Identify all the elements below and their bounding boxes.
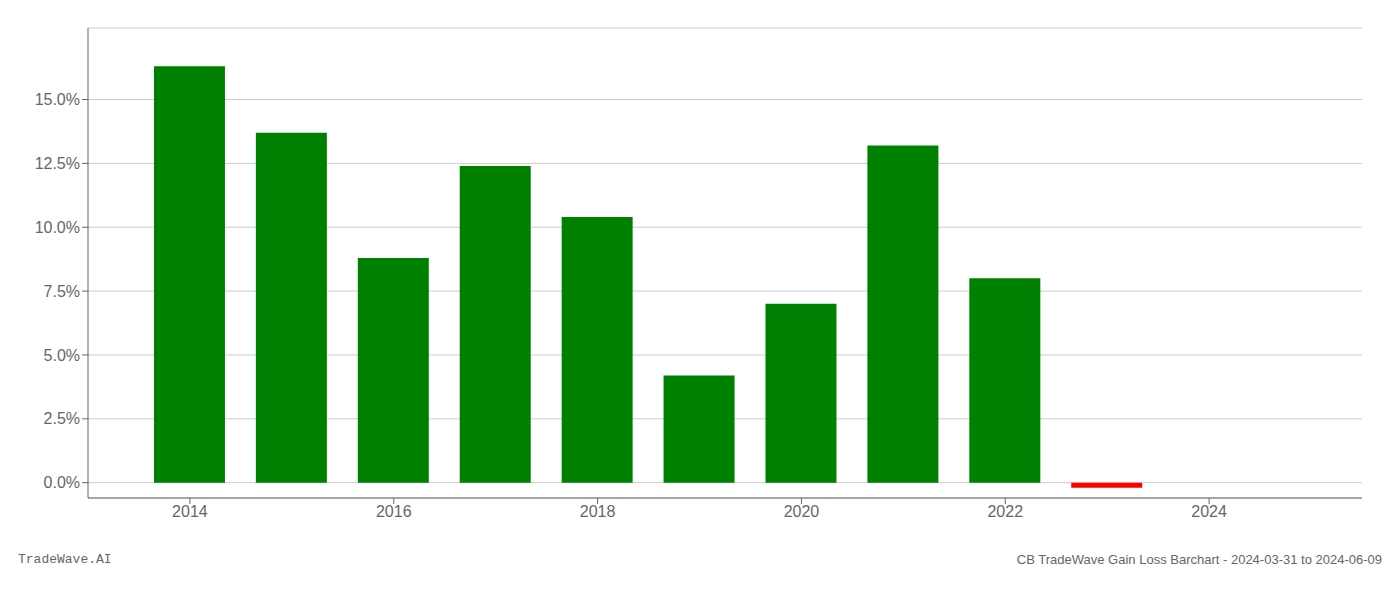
svg-text:15.0%: 15.0% <box>35 91 80 108</box>
svg-text:2014: 2014 <box>172 503 208 520</box>
svg-text:2016: 2016 <box>376 503 412 520</box>
svg-text:10.0%: 10.0% <box>35 219 80 236</box>
svg-text:0.0%: 0.0% <box>44 474 80 491</box>
svg-text:2018: 2018 <box>580 503 616 520</box>
html-text:TradeWave.AI: TradeWave.AI <box>18 552 112 567</box>
svg-text:7.5%: 7.5% <box>44 283 80 300</box>
svg-text:12.5%: 12.5% <box>35 155 80 172</box>
svg-text:2024: 2024 <box>1191 503 1227 520</box>
svg-text:2020: 2020 <box>784 503 820 520</box>
html-text:CB TradeWave Gain Loss Barchar: CB TradeWave Gain Loss Barchart - 2024-0… <box>1016 552 1382 567</box>
svg-text:5.0%: 5.0% <box>44 347 80 364</box>
svg-text:2022: 2022 <box>987 503 1023 520</box>
svg-text:2.5%: 2.5% <box>44 410 80 427</box>
